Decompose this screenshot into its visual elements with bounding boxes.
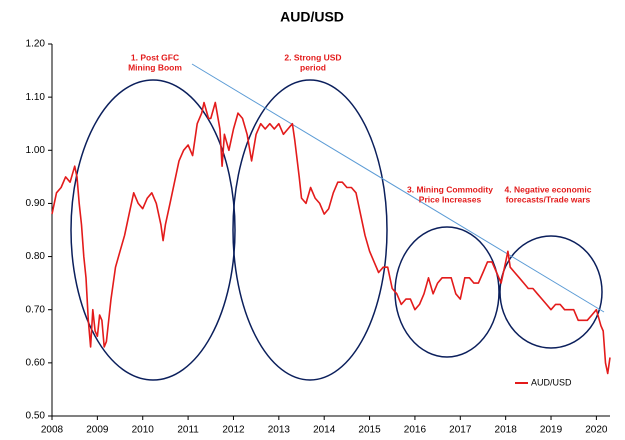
x-tick-label: 2014 bbox=[313, 425, 336, 436]
y-tick-label: 0.50 bbox=[26, 411, 46, 422]
y-tick-label: 0.80 bbox=[26, 251, 46, 262]
y-tick-label: 1.20 bbox=[26, 39, 46, 50]
x-tick-label: 2015 bbox=[358, 425, 381, 436]
annotation: 2. Strong USD bbox=[284, 52, 341, 62]
period-ellipse bbox=[70, 79, 236, 381]
y-tick-label: 0.70 bbox=[26, 304, 46, 315]
legend-label: AUD/USD bbox=[531, 377, 572, 387]
x-tick-label: 2008 bbox=[41, 425, 64, 436]
x-tick-label: 2020 bbox=[585, 425, 608, 436]
y-tick-label: 1.10 bbox=[26, 92, 46, 103]
period-ellipse bbox=[499, 235, 603, 349]
chart-title: AUD/USD bbox=[280, 9, 344, 25]
annotation: Mining Boom bbox=[128, 62, 182, 72]
x-tick-label: 2009 bbox=[86, 425, 109, 436]
annotation: period bbox=[300, 62, 326, 72]
x-tick-label: 2016 bbox=[404, 425, 427, 436]
y-tick-label: 0.90 bbox=[26, 198, 46, 209]
x-tick-label: 2017 bbox=[449, 425, 472, 436]
annotation: forecasts/Trade wars bbox=[506, 194, 591, 204]
annotation: 4. Negative economic bbox=[505, 184, 592, 194]
x-tick-label: 2011 bbox=[177, 425, 199, 436]
annotation: Price Increases bbox=[419, 194, 482, 204]
x-tick-label: 2010 bbox=[132, 425, 155, 436]
data-line bbox=[51, 101, 611, 375]
x-tick-label: 2018 bbox=[495, 425, 518, 436]
annotation: 1. Post GFC bbox=[131, 52, 179, 62]
annotation: 3. Mining Commodity bbox=[407, 184, 493, 194]
y-tick-label: 1.00 bbox=[26, 145, 46, 156]
period-ellipse bbox=[232, 79, 388, 381]
trend-line bbox=[191, 63, 605, 313]
x-tick-label: 2012 bbox=[222, 425, 245, 436]
x-tick-label: 2019 bbox=[540, 425, 563, 436]
x-tick-label: 2013 bbox=[268, 425, 291, 436]
y-tick-label: 0.60 bbox=[26, 357, 46, 368]
